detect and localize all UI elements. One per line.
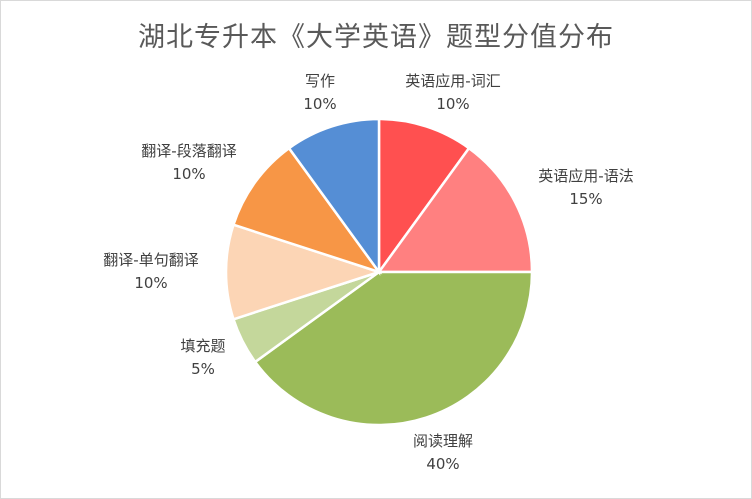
slice-value-label: 10% (436, 95, 469, 113)
pie-slice (231, 146, 383, 275)
slice-value-label: 15% (569, 190, 602, 208)
slice-label: 写作 (305, 72, 335, 90)
pie-slice (253, 270, 534, 427)
slice-value-label: 5% (191, 360, 215, 378)
slice-label: 翻译-单句翻译 (103, 251, 198, 269)
slice-value-label: 10% (134, 274, 167, 292)
slice-label: 英语应用-语法 (538, 167, 633, 185)
slice-label: 英语应用-词汇 (405, 72, 500, 90)
pie-slice (224, 223, 384, 321)
slice-value-label: 10% (303, 95, 336, 113)
slice-label: 翻译-段落翻译 (141, 142, 236, 160)
pie-slice (287, 117, 381, 276)
pie-slice (377, 117, 471, 276)
slice-value-label: 40% (426, 455, 459, 473)
chart-title: 湖北专升本《大学英语》题型分值分布 (138, 22, 614, 53)
slice-label: 填充题 (180, 337, 225, 355)
slice-label: 阅读理解 (413, 432, 473, 450)
pie-slice (376, 146, 534, 274)
slice-value-label: 10% (172, 165, 205, 183)
